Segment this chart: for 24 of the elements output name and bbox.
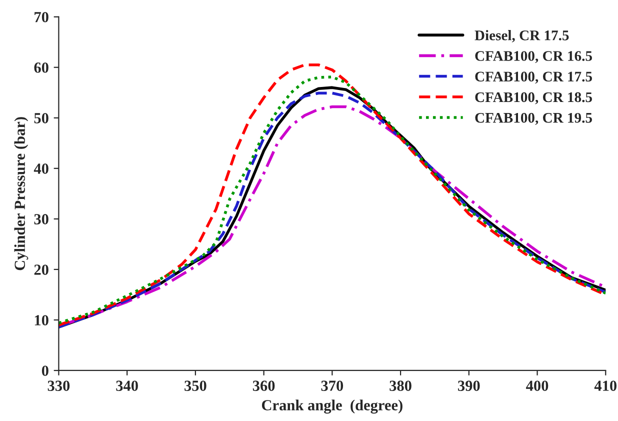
x-tick-label: 330 bbox=[48, 380, 70, 391]
y-tick-label: 0 bbox=[42, 366, 48, 376]
y-tick-label: 70 bbox=[34, 12, 48, 22]
x-tick-label: 340 bbox=[116, 380, 138, 391]
x-tick-label: 350 bbox=[184, 380, 206, 391]
x-tick-label: 360 bbox=[252, 380, 275, 391]
y-tick-label: 20 bbox=[34, 264, 48, 275]
y-tick-label: 60 bbox=[34, 62, 48, 73]
x-tick-label: 380 bbox=[390, 380, 412, 391]
legend-label: CFAB100, CR 16.5 bbox=[475, 51, 592, 64]
x-axis-title: Crank angle (degree) bbox=[262, 400, 402, 414]
y-tick-label: 10 bbox=[34, 315, 48, 326]
y-tick-label: 50 bbox=[34, 113, 48, 124]
x-tick-label: 400 bbox=[526, 380, 548, 391]
legend-label: CFAB100, CR 19.5 bbox=[475, 112, 592, 125]
x-tick-label: 370 bbox=[321, 380, 344, 391]
x-tick-label: 390 bbox=[458, 380, 480, 391]
legend-label: CFAB100, CR 18.5 bbox=[475, 92, 592, 104]
y-axis-title: Cylinder Pressure (bar) bbox=[14, 117, 28, 270]
legend-label: CFAB100, CR 17.5 bbox=[475, 72, 592, 84]
y-tick-label: 30 bbox=[34, 214, 48, 224]
y-tick-label: 40 bbox=[34, 164, 48, 174]
legend-label: Diesel, CR 17.5 bbox=[474, 30, 569, 42]
x-tick-label: 410 bbox=[594, 380, 617, 391]
